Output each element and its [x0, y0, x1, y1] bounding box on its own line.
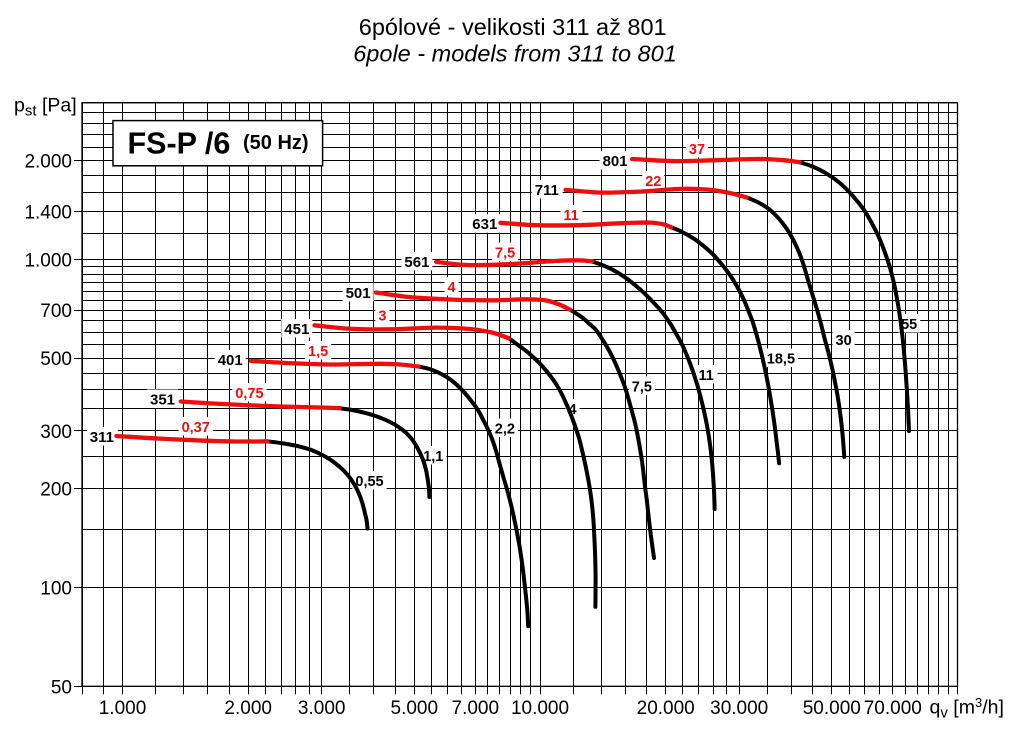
svg-text:1,1: 1,1: [423, 449, 443, 465]
svg-text:1.000: 1.000: [99, 698, 147, 719]
svg-text:70.000: 70.000: [864, 698, 922, 719]
svg-text:561: 561: [404, 254, 429, 271]
svg-text:2.000: 2.000: [24, 152, 72, 173]
svg-text:4: 4: [448, 280, 456, 296]
svg-text:631: 631: [472, 216, 497, 233]
svg-text:7,5: 7,5: [495, 246, 515, 262]
svg-text:2,2: 2,2: [495, 422, 515, 438]
svg-text:1,5: 1,5: [308, 344, 328, 360]
svg-text:11: 11: [699, 368, 714, 384]
svg-text:55: 55: [901, 317, 917, 333]
svg-text:1.000: 1.000: [24, 250, 72, 271]
svg-text:100: 100: [40, 579, 72, 600]
svg-text:500: 500: [40, 349, 72, 370]
svg-text:200: 200: [40, 480, 72, 501]
svg-text:3.000: 3.000: [298, 698, 346, 719]
svg-text:351: 351: [150, 392, 175, 409]
svg-text:(50 Hz): (50 Hz): [243, 132, 309, 154]
svg-text:pst [Pa]: pst [Pa]: [14, 95, 77, 120]
svg-text:300: 300: [40, 422, 72, 443]
svg-text:6pole - models from 311 to 801: 6pole - models from 311 to 801: [353, 41, 677, 67]
svg-text:1.400: 1.400: [24, 203, 72, 224]
svg-text:37: 37: [689, 142, 705, 158]
svg-text:6pólové - velikosti 311 až 801: 6pólové - velikosti 311 až 801: [359, 14, 667, 40]
svg-text:0,55: 0,55: [355, 474, 383, 490]
svg-text:5.000: 5.000: [391, 698, 439, 719]
svg-text:2.000: 2.000: [224, 698, 272, 719]
svg-text:FS-P /6: FS-P /6: [128, 127, 231, 161]
svg-text:501: 501: [346, 285, 371, 302]
svg-text:7.000: 7.000: [452, 698, 500, 719]
svg-text:50.000: 50.000: [803, 698, 861, 719]
svg-text:700: 700: [40, 301, 72, 322]
svg-text:801: 801: [603, 153, 628, 170]
svg-text:10.000: 10.000: [511, 698, 569, 719]
svg-text:401: 401: [218, 352, 243, 369]
svg-text:18,5: 18,5: [767, 352, 795, 368]
svg-text:50: 50: [51, 677, 72, 698]
svg-text:30: 30: [836, 333, 852, 349]
svg-text:0,37: 0,37: [182, 420, 210, 436]
svg-text:4: 4: [569, 402, 577, 418]
svg-text:7,5: 7,5: [632, 379, 652, 395]
svg-text:20.000: 20.000: [637, 698, 695, 719]
svg-text:311: 311: [90, 429, 114, 446]
svg-text:22: 22: [645, 174, 661, 190]
svg-text:451: 451: [284, 321, 309, 338]
svg-text:11: 11: [563, 208, 578, 224]
svg-text:30.000: 30.000: [710, 698, 768, 719]
svg-text:3: 3: [378, 309, 386, 325]
svg-text:0,75: 0,75: [235, 386, 263, 402]
svg-text:qv [m3/h]: qv [m3/h]: [930, 695, 1004, 722]
svg-text:711: 711: [535, 182, 559, 199]
